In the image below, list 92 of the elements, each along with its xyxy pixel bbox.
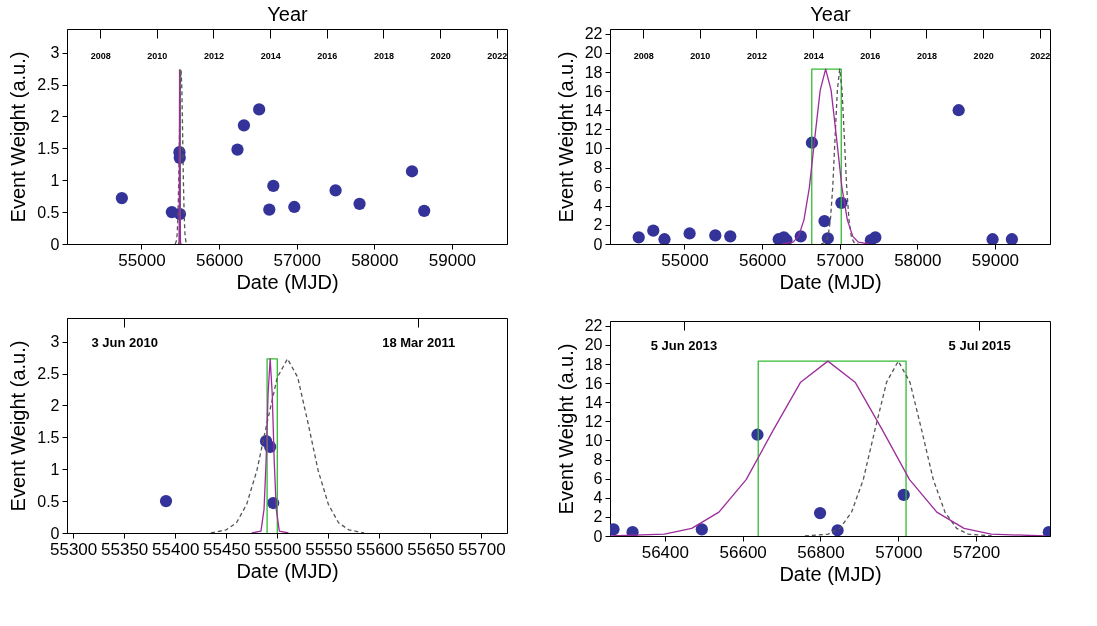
x-tick-label: 56000 (195, 250, 244, 270)
y-tick-label: 8 (593, 451, 603, 469)
y-tick-label: 1.5 (37, 428, 60, 446)
y-tick-label: 10 (584, 139, 603, 157)
y-axis-title: Event Weight (a.u.) (554, 51, 577, 223)
x-tick-label: 59000 (428, 250, 477, 270)
y-tick-label: 16 (584, 374, 603, 392)
x-tick-label: 55400 (152, 539, 200, 559)
y-tick-label: 12 (584, 120, 603, 138)
y-tick-label: 0.5 (37, 492, 60, 510)
x2-tick-label: 2022 (1030, 50, 1051, 61)
x2-tick-label: 2008 (90, 50, 111, 61)
y-tick-label: 14 (584, 393, 603, 411)
x-tick-label: 57200 (952, 542, 1001, 562)
y-tick-label: 0 (50, 524, 60, 542)
y-tick-label: 16 (584, 82, 603, 100)
x2-axis-title: Year (267, 3, 309, 25)
x2-tick-label: 2010 (147, 50, 168, 61)
y-tick-label: 2.5 (37, 76, 60, 93)
y-tick-label: 4 (593, 489, 603, 507)
x-tick-label: 55500 (254, 539, 302, 559)
y-tick-label: 2 (593, 216, 603, 234)
x-tick-label: 58000 (351, 250, 399, 270)
y-tick-label: 3 (50, 333, 60, 351)
y-tick-label: 2 (50, 396, 60, 414)
y-tick-label: 0 (593, 527, 603, 545)
x2-tick-label: 2008 (633, 50, 654, 61)
y-tick-label: 22 (584, 25, 603, 43)
x2-tick-label: 2022 (487, 50, 508, 61)
x-tick-label: 55000 (661, 250, 709, 270)
x2-tick-label: 2016 (860, 50, 881, 61)
x2-tick-label: 5 Jul 2015 (948, 337, 1011, 353)
x2-tick-label: 2014 (803, 50, 824, 61)
y-axis-title: Event Weight (a.u.) (7, 51, 30, 223)
y-axis-title: Event Weight (a.u.) (554, 343, 577, 515)
y-tick-label: 10 (584, 431, 603, 449)
y-tick-label: 4 (593, 197, 603, 215)
y-tick-label: 0 (50, 235, 60, 253)
x2-tick-label: 2012 (203, 50, 224, 61)
y-tick-label: 0 (593, 235, 603, 253)
y-tick-label: 2 (593, 508, 603, 526)
x2-tick-label: 3 Jun 2010 (91, 334, 158, 350)
x-tick-label: 55650 (407, 539, 455, 559)
y-tick-label: 20 (584, 44, 603, 62)
x2-tick-label: 2016 (317, 50, 338, 61)
x-axis-title: Date (MJD) (236, 270, 339, 293)
x2-tick-label: 2020 (973, 50, 994, 61)
x2-axis-title: Year (810, 3, 852, 25)
y-tick-label: 3 (50, 44, 60, 62)
x-tick-label: 55550 (305, 539, 353, 559)
x-tick-label: 57000 (875, 542, 923, 562)
y-tick-label: 1.5 (37, 139, 60, 157)
x2-tick-label: 2010 (690, 50, 711, 61)
x-tick-label: 56000 (738, 250, 787, 270)
x2-tick-label: 18 Mar 2011 (382, 334, 456, 350)
x2-tick-label: 2012 (746, 50, 767, 61)
x2-tick-label: 5 Jun 2013 (650, 337, 718, 353)
x-axis-title: Date (MJD) (779, 270, 882, 293)
x-tick-label: 56600 (719, 542, 767, 562)
x-axis-title: Date (MJD) (236, 559, 339, 582)
x-tick-label: 57000 (816, 250, 864, 270)
x2-tick-label: 2018 (916, 50, 937, 61)
x2-tick-label: 2020 (430, 50, 451, 61)
y-tick-label: 22 (584, 317, 603, 335)
y-tick-label: 1 (50, 171, 60, 189)
y-tick-label: 1 (50, 460, 60, 478)
x-tick-label: 56400 (641, 542, 689, 562)
y-tick-label: 0.5 (37, 203, 60, 221)
y-tick-label: 6 (593, 178, 603, 196)
x2-tick-label: 2018 (373, 50, 394, 61)
y-tick-label: 12 (584, 412, 603, 430)
x-tick-label: 58000 (894, 250, 942, 270)
y-tick-label: 18 (584, 355, 603, 373)
x-tick-label: 55700 (458, 539, 506, 559)
y-tick-label: 18 (584, 63, 603, 81)
x-tick-label: 55450 (203, 539, 251, 559)
x-tick-label: 55000 (118, 250, 166, 270)
x-tick-label: 59000 (971, 250, 1020, 270)
x-tick-label: 57000 (273, 250, 321, 270)
x-tick-label: 56800 (797, 542, 845, 562)
y-tick-label: 2.5 (37, 365, 60, 382)
y-tick-label: 20 (584, 336, 603, 354)
x2-tick-label: 2014 (260, 50, 281, 61)
x-tick-label: 55600 (356, 539, 404, 559)
x-tick-label: 55300 (49, 539, 98, 559)
y-tick-label: 8 (593, 159, 603, 177)
x-axis-title: Date (MJD) (779, 562, 882, 585)
y-tick-label: 14 (584, 101, 603, 119)
y-tick-label: 6 (593, 470, 603, 488)
x-tick-label: 55350 (101, 539, 149, 559)
y-tick-label: 2 (50, 107, 60, 125)
y-axis-title: Event Weight (a.u.) (7, 340, 30, 512)
